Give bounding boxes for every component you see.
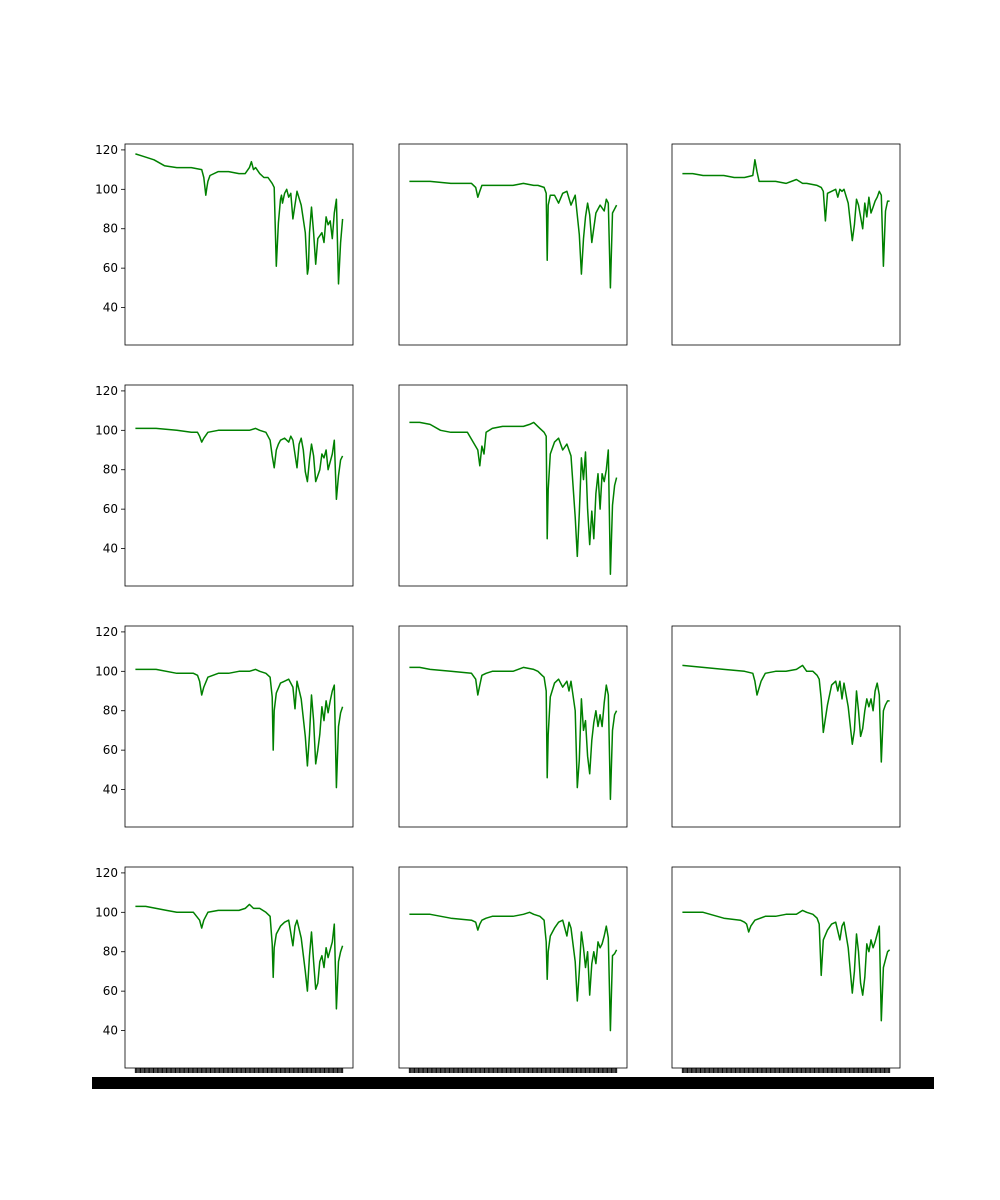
y-tick-label: 120 — [95, 625, 118, 639]
y-tick-label: 40 — [103, 783, 118, 797]
subplot-r3-c1: 40 60 80 100 120 — [95, 625, 354, 828]
subplot-r3-c3 — [671, 625, 901, 828]
y-tick-label: 80 — [103, 945, 118, 959]
subplot-r2-c2 — [398, 384, 628, 587]
axes-frame — [671, 143, 901, 346]
subplot-r4-c2 — [398, 866, 628, 1073]
axes-frame — [398, 143, 628, 346]
subplot-r2-c1: 40 60 80 100 120 — [95, 384, 354, 587]
y-tick-label: 80 — [103, 222, 118, 236]
y-tick-label: 80 — [103, 704, 118, 718]
series-line — [135, 668, 344, 789]
subplot-r3-c2 — [398, 625, 628, 828]
series-line — [135, 427, 344, 501]
series-line — [409, 911, 618, 1032]
axes-frame — [398, 625, 628, 828]
series-line — [409, 421, 618, 575]
y-tick-label: 120 — [95, 866, 118, 880]
subplot-r1-c3 — [671, 143, 901, 346]
axes-frame — [398, 384, 628, 587]
y-tick-label: 60 — [103, 743, 118, 757]
y-tick-label: 120 — [95, 384, 118, 398]
subplot-r4-c1: 40 60 80 100 120 — [95, 866, 354, 1073]
y-tick-label: 120 — [95, 143, 118, 157]
axes-frame — [124, 384, 354, 587]
subplot-r1-c1: 40 60 80 100 120 — [95, 143, 354, 346]
y-tick-label: 60 — [103, 502, 118, 516]
y-tick-label: 40 — [103, 1024, 118, 1038]
series-line — [409, 180, 618, 289]
x-tick-labels-overlap — [92, 1077, 934, 1089]
x-tick-band — [681, 1068, 891, 1073]
subplot-r4-c3 — [671, 866, 901, 1073]
x-tick-band — [408, 1068, 618, 1073]
axes-frame — [398, 866, 628, 1069]
x-tick-band — [134, 1068, 344, 1073]
y-tick-label: 100 — [95, 905, 118, 919]
y-tick-label: 60 — [103, 261, 118, 275]
series-line — [682, 664, 890, 763]
y-tick-label: 100 — [95, 182, 118, 196]
y-tick-label: 40 — [103, 301, 118, 315]
axes-frame — [124, 143, 354, 346]
y-tick-label: 100 — [95, 423, 118, 437]
series-line — [135, 153, 344, 285]
series-line — [682, 159, 890, 267]
y-tick-label: 80 — [103, 463, 118, 477]
series-line — [409, 666, 618, 801]
subplot-r1-c2 — [398, 143, 628, 346]
y-tick-label: 60 — [103, 984, 118, 998]
series-line — [682, 909, 891, 1022]
y-tick-label: 100 — [95, 664, 118, 678]
axes-frame — [671, 625, 901, 828]
y-tick-label: 40 — [103, 542, 118, 556]
series-line — [135, 903, 344, 1010]
axes-frame — [124, 625, 354, 828]
